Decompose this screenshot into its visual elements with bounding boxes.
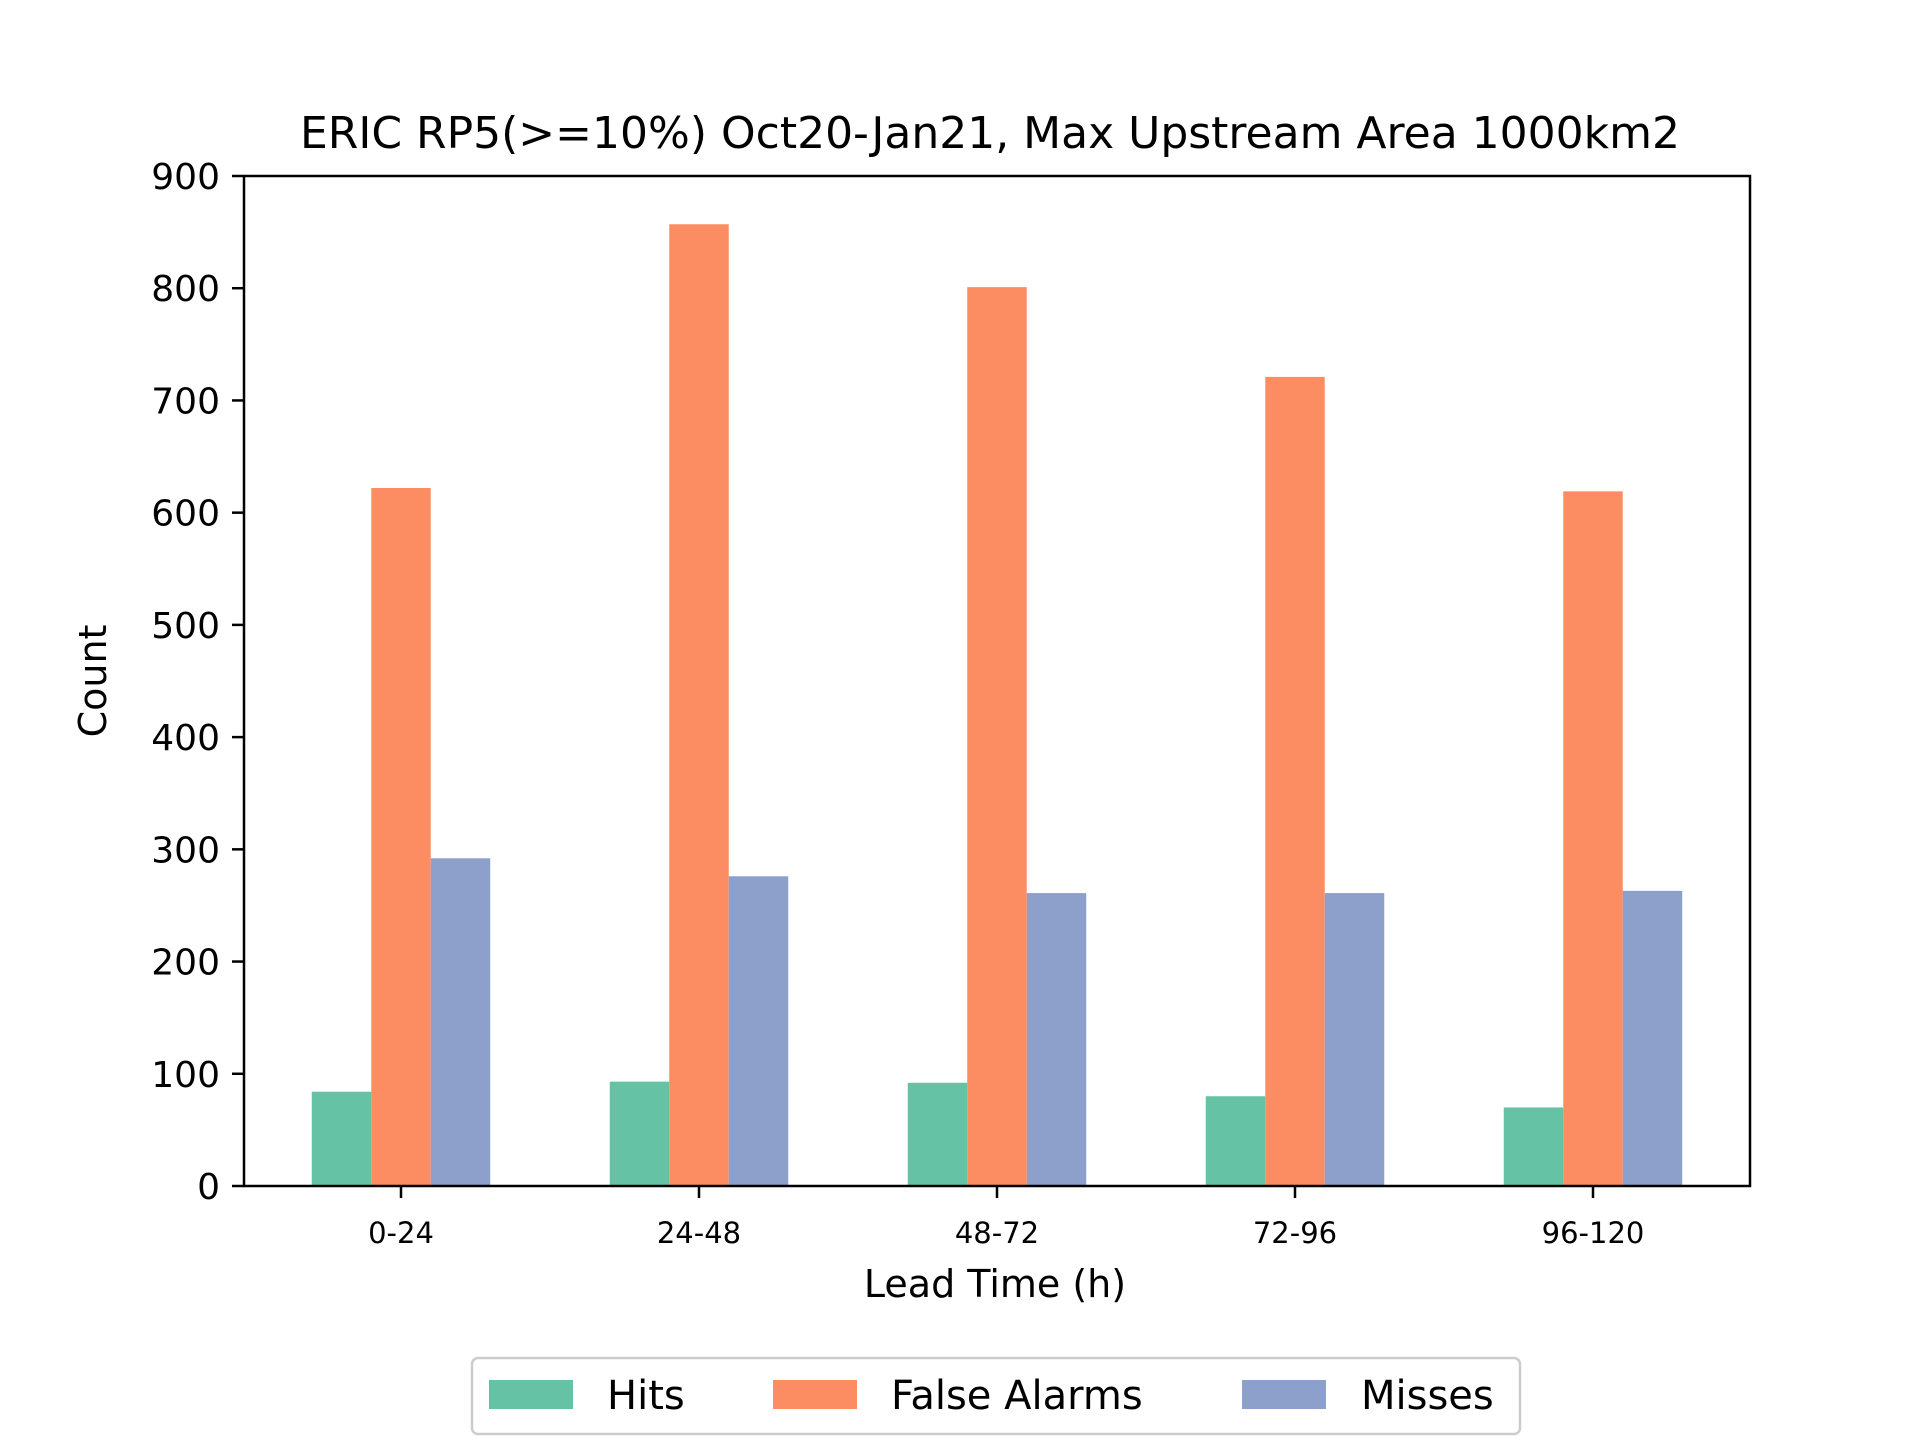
bar-false-alarms-96-120 (1563, 491, 1623, 1186)
y-tick-label: 600 (151, 494, 220, 535)
chart-title: ERIC RP5(>=10%) Oct20-Jan21, Max Upstrea… (300, 108, 1680, 159)
y-axis-label: Count (71, 625, 115, 738)
bar-misses-0-24 (430, 858, 491, 1186)
bar-false-alarms-72-96 (1265, 376, 1325, 1186)
bar-hits-24-48 (609, 1081, 670, 1186)
legend-label: Misses (1361, 1373, 1494, 1419)
y-tick-label: 0 (197, 1167, 220, 1208)
bar-hits-96-120 (1503, 1107, 1564, 1186)
bar-false-alarms-24-48 (669, 224, 729, 1186)
legend-swatch-hits (489, 1380, 573, 1409)
bar-misses-48-72 (1026, 893, 1087, 1186)
x-tick-label: 48-72 (955, 1216, 1039, 1250)
bar-misses-24-48 (728, 876, 789, 1186)
plot-frame (242, 174, 1752, 1188)
y-tick-label: 100 (151, 1055, 220, 1096)
x-tick-label: 24-48 (657, 1216, 741, 1250)
x-tick-label: 72-96 (1253, 1216, 1337, 1250)
bar-hits-0-24 (311, 1091, 372, 1186)
legend-swatch-misses (1242, 1380, 1326, 1409)
legend-frame (470, 1356, 1522, 1436)
legend-label: False Alarms (891, 1373, 1143, 1419)
y-tick-label: 200 (151, 943, 220, 984)
y-tick-label: 800 (151, 269, 220, 310)
bar-false-alarms-48-72 (967, 287, 1027, 1187)
y-tick-label: 300 (151, 830, 220, 871)
x-axis-label: Lead Time (h) (864, 1262, 1126, 1306)
y-tick-label: 700 (151, 381, 220, 422)
x-tick-label: 96-120 (1542, 1216, 1645, 1250)
legend: Hits False Alarms Misses (470, 1356, 1522, 1436)
y-tick-label: 400 (151, 718, 220, 759)
legend-label: Hits (607, 1373, 685, 1419)
bar-misses-72-96 (1324, 893, 1385, 1186)
y-tick-label: 900 (151, 157, 220, 198)
bar-hits-72-96 (1205, 1096, 1266, 1186)
x-axis-ticks: 0-24 24-48 48-72 72-96 96-120 (368, 1186, 1644, 1250)
legend-swatch-false-alarms (773, 1380, 857, 1409)
y-axis-ticks: 0 100 200 300 400 500 600 700 800 900 (151, 157, 244, 1208)
y-tick-label: 500 (151, 606, 220, 647)
x-tick-label: 0-24 (368, 1216, 434, 1250)
bars-group (311, 224, 1683, 1187)
bar-false-alarms-0-24 (371, 487, 431, 1186)
bar-hits-48-72 (907, 1082, 968, 1186)
bar-misses-96-120 (1622, 890, 1683, 1186)
